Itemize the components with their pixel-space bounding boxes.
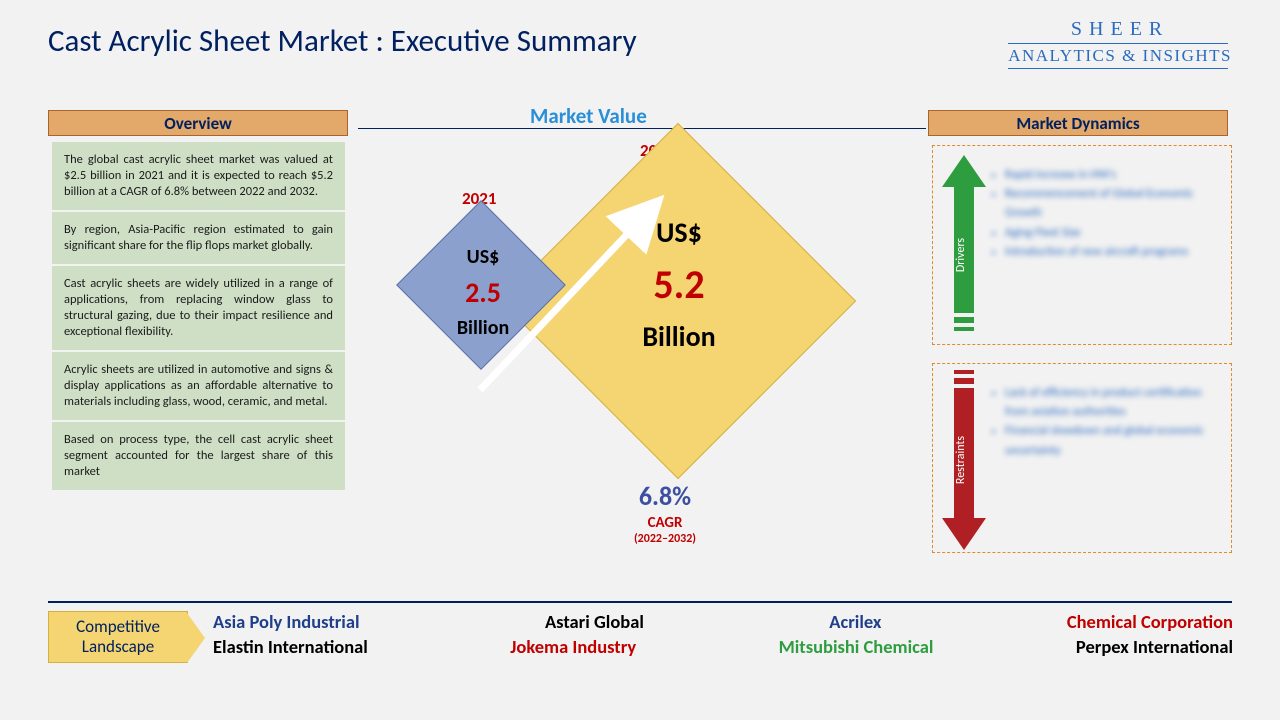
cagr-pct: 6.8% [570, 480, 760, 512]
unit-label: Billion [408, 316, 558, 340]
company: Perpex International [1076, 635, 1233, 658]
drivers-list: Rapid increase in HNI's Recommencement o… [995, 166, 1221, 262]
overview-item: By region, Asia-Pacific region estimated… [52, 212, 345, 266]
company: Jokema Industry [510, 635, 636, 658]
base-value-block: US$ 2.5 Billion [408, 245, 558, 340]
divider [358, 128, 926, 129]
unit-label: Billion [575, 319, 783, 354]
company: Astari Global [545, 610, 644, 633]
overview-item: Acrylic sheets are utilized in automotiv… [52, 352, 345, 422]
currency-label: US$ [408, 245, 558, 269]
overview-item: Based on process type, the cell cast acr… [52, 422, 345, 492]
overview-header: Overview [48, 110, 348, 136]
company: Mitsubishi Chemical [779, 635, 934, 658]
cagr-label: CAGR [570, 514, 760, 532]
market-value-heading: Market Value [530, 103, 647, 129]
overview-list: The global cast acrylic sheet market was… [52, 142, 345, 492]
driver-item: Introduction of new aircraft programs [1005, 243, 1221, 262]
restraints-list: Lack of efficiency in product certificat… [995, 384, 1221, 461]
currency-label: US$ [575, 215, 783, 250]
base-value: 2.5 [408, 275, 558, 310]
drivers-arrow-icon: Drivers [942, 155, 986, 335]
divider [48, 601, 1232, 603]
dynamics-header: Market Dynamics [928, 110, 1228, 136]
competitive-tag: Competitive Landscape [48, 611, 188, 663]
company: Elastin International [213, 635, 368, 658]
competitive-grid: Asia Poly Industrial Astari Global Acril… [213, 610, 1233, 660]
logo-line2: ANALYTICS & INSIGHTS [1008, 46, 1232, 66]
restraints-label: Restraints [954, 436, 968, 485]
competitive-tag-l2: Landscape [59, 637, 177, 657]
driver-item: Aging Fleet Size [1005, 224, 1221, 243]
driver-item: Rapid increase in HNI's [1005, 166, 1221, 185]
overview-item: The global cast acrylic sheet market was… [52, 142, 345, 212]
forecast-value: 5.2 [575, 260, 783, 309]
overview-item: Cast acrylic sheets are widely utilized … [52, 266, 345, 352]
competitive-tag-l1: Competitive [59, 617, 177, 637]
restraint-item: Financial slowdown and global economic u… [1005, 422, 1221, 460]
restraint-item: Lack of efficiency in product certificat… [1005, 384, 1221, 422]
company: Chemical Corporation [1067, 610, 1233, 633]
restraints-arrow-icon: Restraints [942, 370, 986, 550]
forecast-value-block: US$ 5.2 Billion [575, 215, 783, 354]
driver-item: Recommencement of Global Economic Growth [1005, 185, 1221, 223]
cagr-block: 6.8% CAGR (2022–2032) [570, 480, 760, 546]
drivers-label: Drivers [954, 238, 968, 273]
logo-line1: SHEER [1008, 18, 1232, 41]
cagr-years: (2022–2032) [570, 532, 760, 546]
company: Acrilex [829, 610, 881, 633]
page-title: Cast Acrylic Sheet Market : Executive Su… [48, 22, 637, 60]
brand-logo: SHEER ANALYTICS & INSIGHTS [1008, 18, 1232, 71]
company: Asia Poly Industrial [213, 610, 360, 633]
